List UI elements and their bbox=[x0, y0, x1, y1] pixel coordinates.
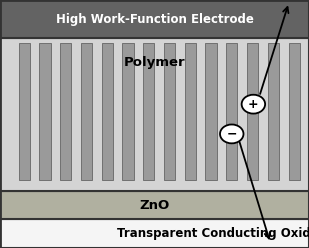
Bar bbox=[289, 43, 300, 180]
Bar bbox=[0, 219, 309, 248]
Bar bbox=[102, 43, 113, 180]
Circle shape bbox=[220, 124, 243, 143]
Bar bbox=[0, 38, 309, 191]
Bar bbox=[122, 43, 133, 180]
Text: High Work-Function Electrode: High Work-Function Electrode bbox=[56, 13, 253, 26]
Bar bbox=[81, 43, 92, 180]
Bar bbox=[226, 43, 237, 180]
Bar bbox=[185, 43, 196, 180]
Circle shape bbox=[242, 95, 265, 114]
Text: Polymer: Polymer bbox=[124, 56, 185, 69]
Bar bbox=[268, 43, 279, 180]
Bar bbox=[247, 43, 258, 180]
Bar bbox=[39, 43, 51, 180]
Bar bbox=[60, 43, 71, 180]
Text: ZnO: ZnO bbox=[139, 199, 170, 212]
Bar bbox=[0, 0, 309, 38]
Bar bbox=[143, 43, 154, 180]
Bar bbox=[0, 191, 309, 219]
Text: Transparent Conducting Oxide: Transparent Conducting Oxide bbox=[117, 227, 309, 240]
Bar bbox=[205, 43, 217, 180]
Bar bbox=[164, 43, 175, 180]
Text: +: + bbox=[248, 98, 259, 111]
Text: −: − bbox=[226, 127, 237, 140]
Bar bbox=[19, 43, 30, 180]
Bar bbox=[0, 38, 309, 191]
